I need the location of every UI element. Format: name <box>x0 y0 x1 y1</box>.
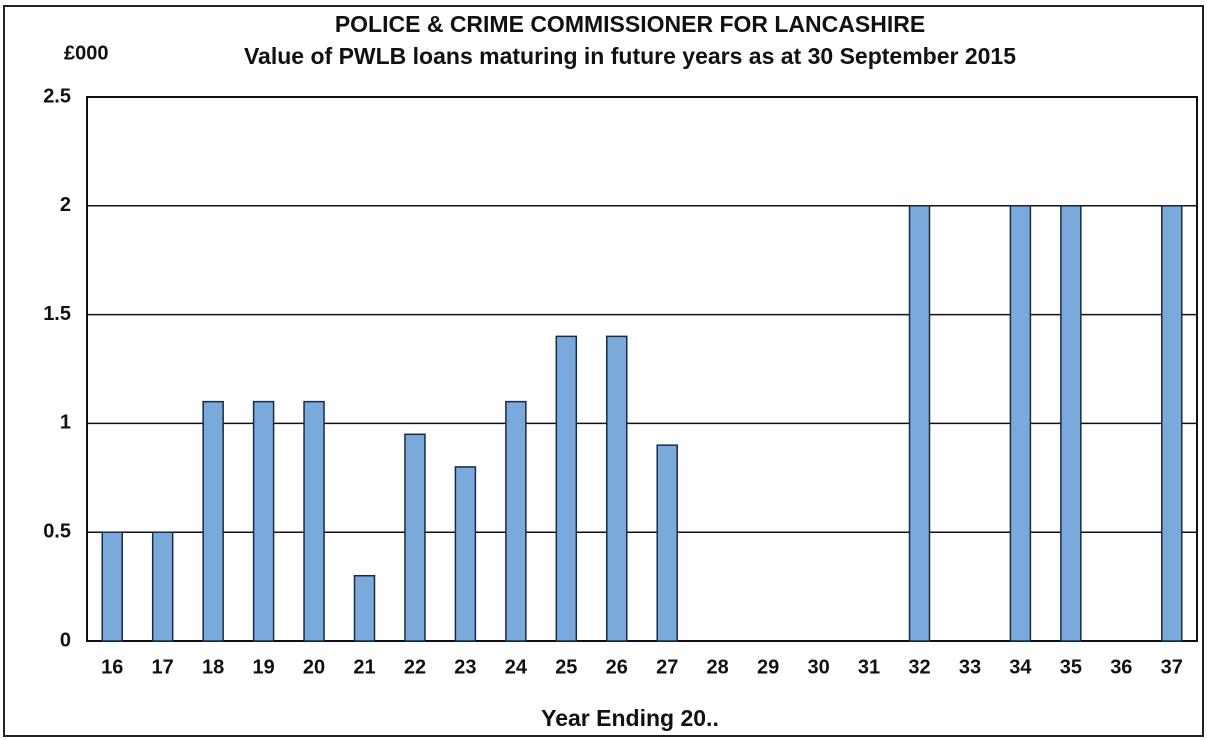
x-tick-label: 25 <box>555 656 577 678</box>
frame <box>3 5 1204 737</box>
x-tick-label: 27 <box>656 656 678 678</box>
x-tick-label: 16 <box>101 656 123 678</box>
bar <box>908 205 931 642</box>
x-tick-label: 21 <box>353 656 375 678</box>
x-tick-label: 19 <box>252 656 274 678</box>
x-tick-label: 32 <box>908 656 930 678</box>
y-tick-label: 0.5 <box>43 520 71 542</box>
x-tick-label: 28 <box>707 656 729 678</box>
bar <box>505 400 527 642</box>
x-tick-label: 35 <box>1060 656 1082 678</box>
y-tick-label: 0 <box>60 629 71 651</box>
y-tick-label: 2 <box>60 194 71 216</box>
x-tick-label: 17 <box>152 656 174 678</box>
bar <box>454 466 477 642</box>
bar <box>202 400 224 642</box>
bar <box>151 531 174 642</box>
y-tick-label: 2.5 <box>43 85 71 107</box>
chart-subtitle: Value of PWLB loans maturing in future y… <box>244 43 1016 69</box>
bar <box>303 400 325 642</box>
bar <box>101 531 123 642</box>
bar <box>1161 205 1183 642</box>
x-tick-label: 18 <box>202 656 224 678</box>
x-tick-label: 36 <box>1110 656 1132 678</box>
x-tick-label: 20 <box>303 656 325 678</box>
bar <box>1009 205 1032 642</box>
y-tick-label: 1.5 <box>43 303 71 325</box>
x-tick-label: 37 <box>1161 656 1183 678</box>
x-tick-label: 26 <box>606 656 628 678</box>
x-tick-label: 22 <box>404 656 426 678</box>
bar <box>353 574 376 642</box>
x-tick-label: 33 <box>959 656 981 678</box>
x-tick-label: 31 <box>858 656 880 678</box>
x-tick-label: 24 <box>505 656 528 678</box>
x-axis-label: Year Ending 20.. <box>541 705 719 731</box>
y-axis-label: £000 <box>64 42 109 64</box>
x-tick-label: 34 <box>1009 656 1032 678</box>
y-tick-label: 1 <box>60 412 71 434</box>
x-tick-label: 30 <box>807 656 829 678</box>
bar <box>1060 205 1082 642</box>
bar <box>404 433 426 642</box>
chart-title: POLICE & CRIME COMMISSIONER FOR LANCASHI… <box>335 11 925 37</box>
x-tick-label: 29 <box>757 656 779 678</box>
bar <box>606 335 628 642</box>
bar <box>656 444 678 642</box>
bar <box>252 400 275 642</box>
x-tick-label: 23 <box>454 656 476 678</box>
bar <box>555 335 578 642</box>
